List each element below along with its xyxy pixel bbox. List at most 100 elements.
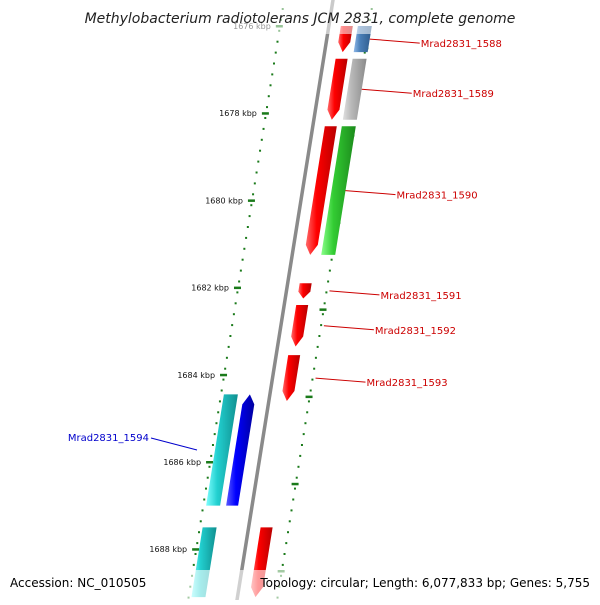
scale-dot-left [211, 444, 214, 446]
gene-label[interactable]: Mrad2831_1591 [380, 291, 461, 302]
major-tick-right [291, 482, 299, 486]
gene-label[interactable]: Mrad2831_1594 [68, 433, 149, 444]
scale-dot-left [222, 378, 225, 381]
scale-dot-left [274, 51, 277, 54]
scale-dot-left [266, 106, 269, 109]
scale-dot-left [213, 433, 216, 436]
scale-dot-right [302, 433, 305, 436]
gene-label[interactable]: Mrad2831_1592 [375, 326, 456, 337]
scale-dot-right [316, 345, 319, 348]
scale-dot-right [304, 422, 307, 425]
position-tick-label: 1684 kbp [177, 371, 215, 380]
scale-dot-left [252, 193, 255, 196]
gene-arrow-forward[interactable] [327, 58, 348, 120]
scale-dot-right [287, 531, 290, 534]
major-tick-left [192, 548, 200, 551]
scale-dot-left [257, 160, 260, 163]
major-tick-left [261, 112, 269, 115]
scale-dot-right [327, 280, 330, 283]
gene-labels: Mrad2831_1588 Mrad2831_1589 Mrad2831_1590 M… [68, 38, 502, 451]
scale-dot-left [260, 138, 263, 141]
scale-dot-right [311, 378, 314, 381]
scale-dot-left [269, 84, 272, 87]
major-tick-left [247, 199, 255, 202]
gene-label[interactable]: Mrad2831_1590 [397, 191, 478, 202]
position-tick-label: 1686 kbp [163, 458, 201, 467]
scale-dot-left [273, 62, 275, 65]
scale-dot-left [192, 563, 195, 566]
scale-dot-left [246, 226, 249, 228]
scale-dot-left [225, 356, 228, 359]
scale-dot-left [218, 400, 221, 403]
cog-track-box [321, 126, 356, 255]
scale-dot-right [314, 356, 317, 359]
scale-dot-left [220, 389, 223, 392]
gene-label[interactable]: Mrad2831_1588 [421, 39, 502, 50]
gene-label-leader [323, 325, 374, 331]
gene-label-leader [329, 290, 380, 296]
cog-track-box [206, 394, 238, 506]
scale-dot-right [300, 444, 303, 446]
scale-dot-left [267, 95, 270, 98]
scale-dot-left [243, 247, 246, 250]
gene-arrow-reverse[interactable] [226, 394, 255, 506]
scale-dot-left [217, 411, 220, 414]
scale-dot-left [231, 324, 234, 327]
major-tick-right [319, 308, 327, 311]
position-tick-label: 1680 kbp [205, 196, 243, 205]
scale-dot-left [206, 476, 209, 479]
scale-dot-right [309, 389, 312, 392]
minor-tick-dots [187, 8, 373, 599]
scale-dot-right [281, 563, 284, 566]
scale-dot-left [276, 40, 279, 43]
scale-dot-right [292, 498, 295, 501]
gene-label[interactable]: Mrad2831_1589 [413, 89, 494, 100]
scale-dot-left [199, 520, 202, 523]
scale-dot-left [203, 498, 206, 501]
scale-dot-right [320, 324, 323, 327]
scale-dot-right [318, 335, 321, 337]
accession-text: Accession: NC_010505 [10, 576, 146, 590]
scale-dot-left [201, 509, 204, 512]
scale-dot-left [224, 367, 227, 370]
position-tick-label: 1688 kbp [149, 545, 187, 554]
scale-dot-right [293, 487, 296, 490]
major-tick-left [206, 461, 214, 464]
scale-dot-left [210, 454, 213, 457]
scale-dot-left [236, 291, 239, 294]
scale-dot-right [288, 520, 291, 523]
position-tick-label: 1678 kbp [219, 109, 257, 118]
topology-text: Topology: circular; Length: 6,077,833 bp… [259, 576, 590, 590]
gene-arrow-forward[interactable] [282, 355, 301, 401]
footer-backdrop [0, 570, 600, 600]
scale-dot-left [264, 117, 267, 119]
scale-dot-left [262, 127, 265, 130]
scale-dot-right [325, 291, 328, 294]
major-tick-left [233, 286, 241, 290]
scale-dot-left [255, 171, 258, 174]
gene-label-leader [361, 88, 412, 94]
scale-dot-right [313, 367, 316, 370]
map-title: Methylobacterium radiotolerans JCM 2831,… [85, 11, 516, 27]
scale-dot-left [198, 531, 201, 534]
gene-arrow-forward[interactable] [305, 126, 337, 255]
scale-dot-left [259, 149, 262, 152]
scale-dot-left [234, 302, 237, 305]
major-tick-right [305, 395, 313, 399]
gene-label-leader [150, 437, 198, 451]
scale-dot-left [204, 487, 207, 490]
gene-arrow-forward[interactable] [298, 283, 312, 299]
scale-dot-left [239, 269, 242, 272]
title-backdrop [0, 0, 600, 34]
scale-dot-right [363, 51, 366, 54]
gene-arrow-forward[interactable] [291, 305, 309, 347]
scale-dot-right [295, 476, 298, 479]
scale-dot-right [328, 269, 331, 272]
scale-dot-left [253, 182, 256, 185]
scale-dot-left [227, 345, 230, 348]
gene-label[interactable]: Mrad2831_1593 [367, 378, 448, 389]
scale-dot-left [229, 335, 232, 337]
scale-dot-left [241, 258, 244, 261]
